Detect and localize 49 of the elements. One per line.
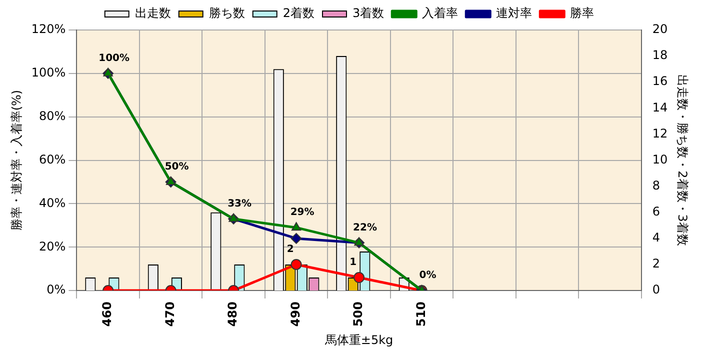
x-tick-label: 460: [100, 302, 114, 327]
legend-label: 連対率: [496, 6, 532, 20]
legend-label: 出走数: [134, 6, 171, 20]
point: [166, 176, 176, 185]
data-label: 50%: [164, 162, 189, 173]
y2-tick-label: 0: [652, 282, 660, 297]
legend-label: 3着数: [352, 6, 384, 20]
y-tick-label: 20%: [39, 239, 66, 254]
legend-label: 入着率: [422, 6, 458, 20]
data-label: 33%: [228, 198, 252, 210]
data-label: 0%: [419, 270, 436, 282]
x-tick-label: 490: [288, 302, 302, 327]
point: [291, 222, 302, 231]
y2-tick-label: 14: [652, 100, 668, 114]
data-label: 100%: [98, 53, 130, 64]
x-axis-title: 馬体重±5kg: [324, 332, 394, 347]
y2-tick-label: 20: [652, 22, 668, 36]
x-tick-label: 500: [351, 302, 366, 327]
y-tick-label: 40%: [39, 196, 66, 210]
point: [354, 237, 364, 246]
y2-tick-label: 8: [652, 178, 660, 192]
point: [103, 68, 113, 76]
y-tick-label: 0%: [46, 282, 66, 297]
y-tick-label: 120%: [31, 22, 66, 36]
data-label: 1: [350, 257, 357, 268]
y2-tick-label: 4: [652, 230, 660, 245]
point: [290, 232, 302, 244]
y2-tick-label: 2: [652, 256, 660, 271]
data-label: 22%: [353, 222, 377, 234]
y2-tick-label: 10: [652, 152, 668, 166]
point: [290, 258, 302, 270]
y-axis-title: 勝率・連対率・入着率(%): [9, 90, 24, 231]
data-label: 2: [286, 244, 294, 256]
y2-tick-label: 12: [652, 126, 668, 140]
y-tick-label: 100%: [31, 66, 66, 80]
y-tick-label: 60%: [39, 152, 66, 166]
x-tick-label: 480: [226, 302, 240, 327]
y2-axis-title: 出走数・勝ち数・2着数・3着数: [676, 74, 690, 246]
legend-label: 勝ち数: [208, 6, 245, 20]
data-label: 29%: [290, 207, 314, 218]
legend-label: 勝率: [570, 6, 594, 20]
x-tick-label: 510: [414, 302, 428, 327]
y2-tick-label: 16: [652, 74, 668, 88]
legend-label: 2着数: [282, 6, 315, 20]
y-tick-label: 80%: [39, 108, 66, 123]
y2-tick-label: 6: [652, 204, 660, 219]
point: [228, 213, 238, 222]
y2-tick-label: 18: [652, 48, 668, 62]
x-tick-label: 470: [162, 302, 177, 327]
